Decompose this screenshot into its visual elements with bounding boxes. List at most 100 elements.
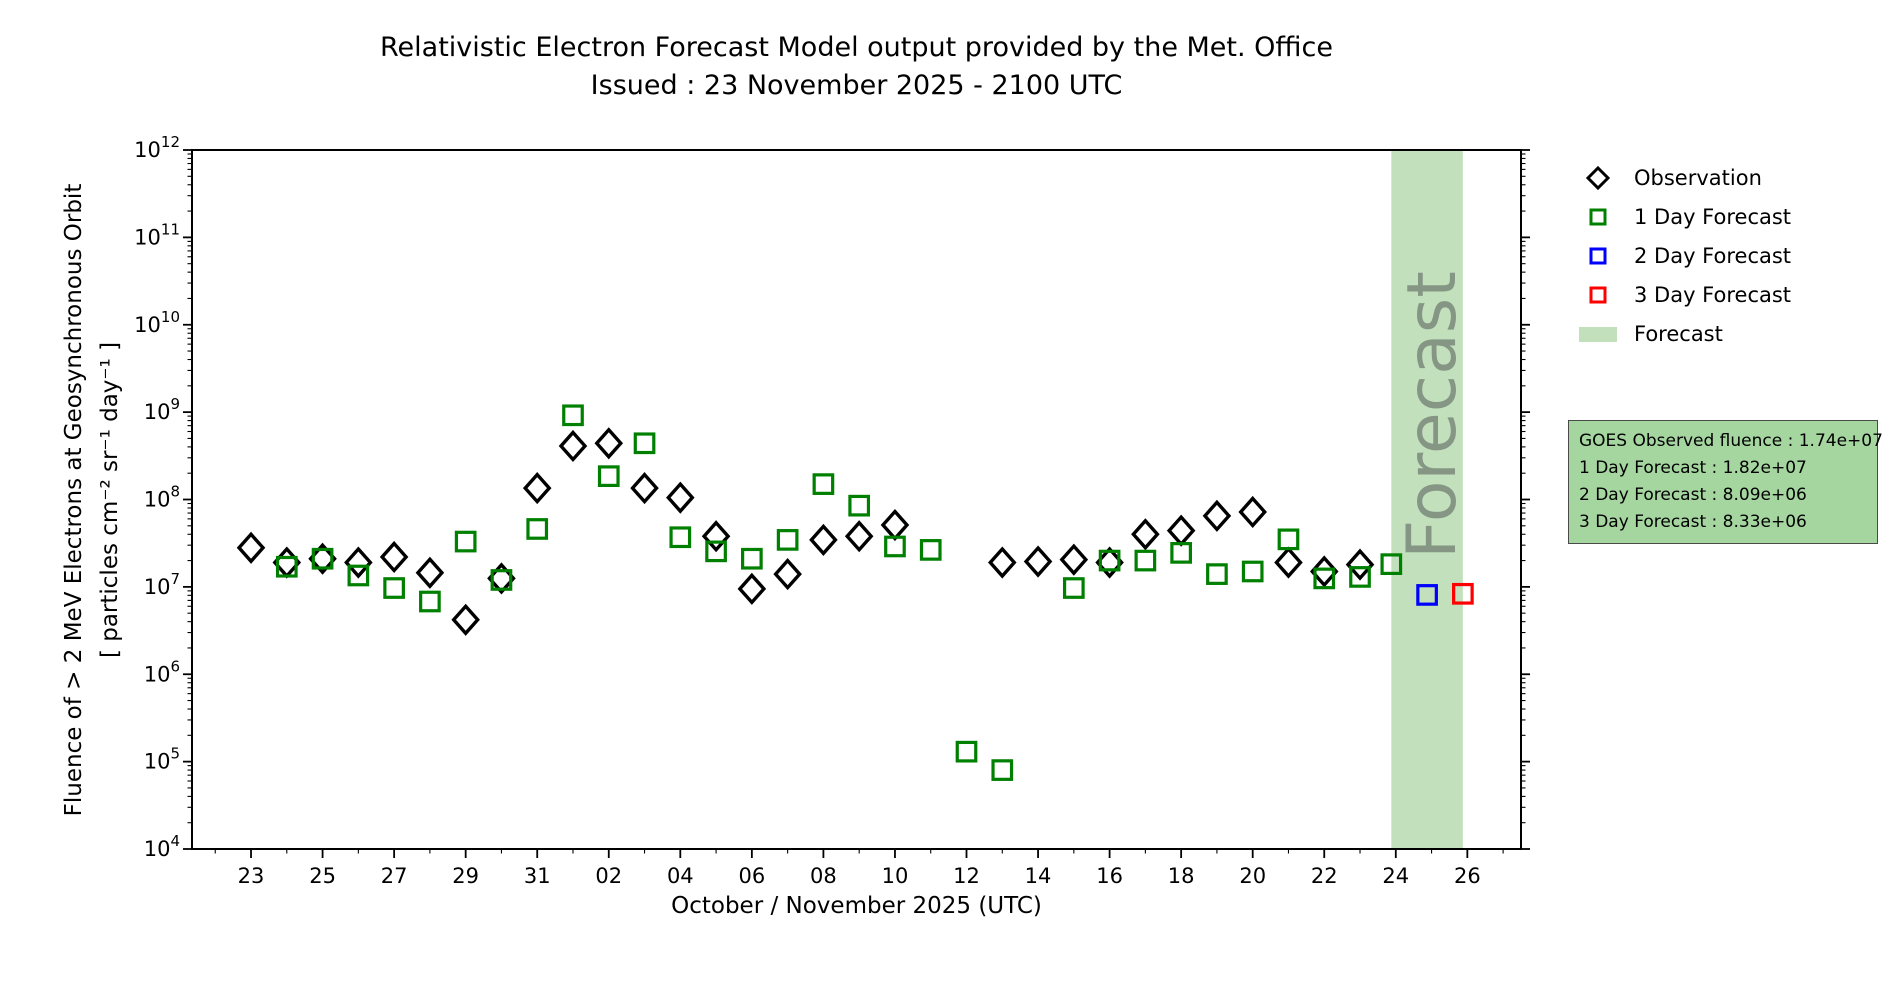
- observation-marker: [594, 427, 624, 460]
- diamond-marker-icon: [1576, 165, 1620, 191]
- observation-marker: [451, 603, 480, 636]
- 1-day-forecast-marker: [1170, 542, 1192, 564]
- 1-day-forecast-marker: [454, 530, 477, 553]
- 1-day-forecast-marker: [275, 555, 298, 578]
- y-tick-label: 108: [144, 483, 180, 512]
- square-marker-icon: [1576, 282, 1620, 308]
- 1-day-forecast-marker: [1241, 560, 1264, 583]
- legend-label: 1 Day Forecast: [1634, 204, 1792, 229]
- 1-day-forecast-marker: [848, 494, 871, 517]
- y-axis-ticks: 104 105 106 107 108 109 1010 1011 1012: [134, 133, 1530, 861]
- observation-marker: [236, 531, 266, 564]
- observation-marker: [1023, 545, 1053, 578]
- plot-frame: [191, 149, 1522, 850]
- 3-day-forecast-marker: [1452, 582, 1474, 605]
- legend-label: 3 Day Forecast: [1634, 282, 1792, 307]
- chart-title: Relativistic Electron Forecast Model out…: [380, 32, 1333, 63]
- legend-item: 3 Day Forecast: [1576, 275, 1900, 314]
- forecast-band: [1391, 150, 1463, 849]
- observation-marker: [1238, 495, 1267, 529]
- y-tick-label: 1010: [134, 308, 180, 337]
- 2-day-forecast-marker: [1416, 584, 1438, 606]
- legend-label: Observation: [1634, 165, 1762, 190]
- observation-marker: [1131, 518, 1160, 551]
- x-tick-label: 26: [1454, 864, 1481, 888]
- 1-day-forecast-marker: [1062, 577, 1085, 599]
- observation-marker: [809, 523, 838, 556]
- 2-day-forecast-series: [1416, 584, 1438, 606]
- y-tick-label: 109: [144, 395, 180, 424]
- 1-day-forecast-marker: [311, 547, 334, 570]
- legend: Observation 1 Day Forecast 2 Day Forecast 3…: [1576, 158, 1900, 353]
- info-box-line: 2 Day Forecast : 8.09e+06: [1579, 485, 1807, 505]
- observation-marker: [1202, 499, 1232, 532]
- observation-marker: [737, 572, 767, 605]
- observation-marker: [880, 508, 910, 542]
- y-tick-label: 107: [144, 570, 180, 599]
- 3-day-forecast-series: [1452, 582, 1474, 605]
- x-tick-label: 22: [1311, 864, 1338, 888]
- info-box-line: 3 Day Forecast : 8.33e+06: [1579, 512, 1807, 532]
- info-box-line: 1 Day Forecast : 1.82e+07: [1579, 458, 1807, 478]
- 1-day-forecast-marker: [1380, 553, 1403, 576]
- 1-day-forecast-marker: [383, 577, 405, 599]
- observation-marker: [1309, 555, 1339, 588]
- y-tick-label: 105: [144, 745, 180, 774]
- 1-day-forecast-marker: [526, 518, 549, 540]
- observation-marker: [701, 520, 731, 553]
- x-tick-label: 12: [953, 864, 980, 888]
- 1-day-forecast-marker: [741, 547, 763, 570]
- 1-day-forecast-marker: [1313, 567, 1336, 590]
- 1-day-forecast-marker: [562, 404, 584, 427]
- 1-day-forecast-marker: [1349, 566, 1371, 588]
- x-axis-ticks: 23 25 27 29 31 02 04 06 08 10 12 14 16 18 20 22 24 26: [214, 849, 1504, 888]
- x-tick-label: 06: [738, 864, 765, 888]
- observation-series: [236, 427, 1375, 636]
- chart-subtitle: Issued : 23 November 2025 - 2100 UTC: [590, 70, 1123, 101]
- info-box: GOES Observed fluence : 1.74e+07 1 Day Fo…: [1568, 420, 1883, 544]
- x-tick-label: 24: [1382, 864, 1409, 888]
- 1-day-forecast-marker: [919, 539, 942, 561]
- 1-day-forecast-marker: [633, 432, 656, 455]
- observation-marker: [773, 558, 802, 591]
- observation-marker: [1345, 548, 1375, 581]
- 1-day-forecast-marker: [1277, 528, 1300, 551]
- x-tick-label: 31: [524, 864, 551, 888]
- x-tick-label: 02: [595, 864, 622, 888]
- legend-item: 1 Day Forecast: [1576, 197, 1900, 236]
- square-marker-icon: [1576, 204, 1620, 230]
- 1-day-forecast-marker: [884, 535, 906, 558]
- 1-day-forecast-marker: [955, 740, 978, 763]
- observation-marker: [522, 472, 552, 505]
- legend-label: Forecast: [1634, 321, 1723, 346]
- 1-day-forecast-marker: [347, 564, 370, 587]
- info-box-line: GOES Observed fluence : 1.74e+07: [1579, 431, 1883, 451]
- observation-marker: [379, 540, 409, 574]
- x-tick-label: 20: [1239, 864, 1266, 888]
- x-tick-label: 10: [882, 864, 909, 888]
- 1-day-forecast-marker: [705, 540, 727, 563]
- observation-marker: [1166, 514, 1196, 547]
- observation-marker: [415, 556, 445, 589]
- 1-day-forecast-marker: [490, 569, 513, 591]
- x-tick-label: 08: [810, 864, 837, 888]
- observation-marker: [630, 472, 659, 505]
- observation-marker: [666, 481, 695, 514]
- observation-marker: [988, 546, 1017, 579]
- 1-day-forecast-marker: [1098, 549, 1121, 572]
- y-tick-label: 106: [144, 657, 180, 686]
- 1-day-forecast-marker: [1134, 549, 1157, 572]
- 1-day-forecast-marker: [776, 529, 799, 551]
- y-tick-label: 104: [144, 832, 180, 861]
- 1-day-forecast-marker: [419, 590, 441, 613]
- legend-item: 2 Day Forecast: [1576, 236, 1900, 275]
- observation-marker: [558, 429, 588, 463]
- x-tick-label: 16: [1096, 864, 1123, 888]
- y-tick-label: 1012: [134, 133, 180, 162]
- y-tick-label: 1011: [134, 220, 180, 249]
- x-tick-label: 04: [667, 864, 694, 888]
- x-tick-label: 18: [1168, 864, 1195, 888]
- 1-day-forecast-marker: [991, 759, 1014, 781]
